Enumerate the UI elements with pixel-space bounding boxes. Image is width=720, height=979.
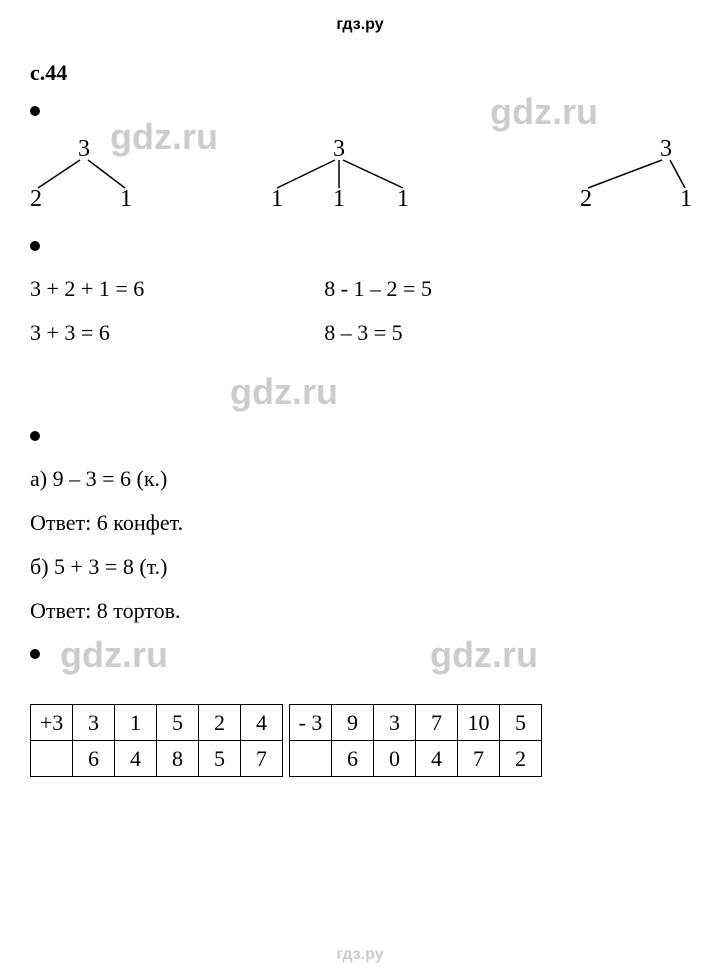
table-row: 6 4 8 5 7	[31, 741, 283, 777]
watermark-text: gdz.ru	[230, 371, 338, 413]
table-cell: 3	[374, 705, 416, 741]
table-cell: 6	[332, 741, 374, 777]
equation: 8 - 1 – 2 = 5	[324, 276, 432, 302]
section-word-problems: а) 9 – 3 = 6 (к.) Ответ: 6 конфет. б) 5 …	[30, 431, 690, 624]
addition-table: +3 3 1 5 2 4 6 4 8 5 7	[30, 704, 283, 777]
equation: 3 + 3 = 6	[30, 320, 144, 346]
tree-leaf: 1	[333, 186, 345, 213]
table-cell: 7	[241, 741, 283, 777]
tree-leaf: 2	[580, 186, 592, 213]
tree-leaf: 2	[30, 186, 42, 213]
table-cell: 4	[416, 741, 458, 777]
table-cell: 5	[199, 741, 241, 777]
table-cell: 7	[416, 705, 458, 741]
tree-leaf: 1	[397, 186, 409, 213]
op-cell	[290, 741, 332, 777]
table-cell: 2	[199, 705, 241, 741]
header-watermark: гдз.ру	[336, 16, 383, 34]
bullet-icon	[30, 649, 40, 659]
tree-branches-icon	[540, 158, 690, 193]
number-tree: 3 1 1 1	[265, 136, 415, 216]
table-row: - 3 9 3 7 10 5	[290, 705, 542, 741]
table-cell: 10	[458, 705, 500, 741]
table-cell: 8	[157, 741, 199, 777]
table-cell: 0	[374, 741, 416, 777]
table-cell: 5	[157, 705, 199, 741]
table-cell: 6	[73, 741, 115, 777]
table-cell: 4	[241, 705, 283, 741]
table-cell: 3	[73, 705, 115, 741]
section-trees: gdz.ru gdz.ru 3 2 1 3 1 1 1 3	[30, 106, 690, 216]
watermark-text: gdz.ru	[430, 634, 538, 676]
equations-row: 3 + 2 + 1 = 6 3 + 3 = 6 8 - 1 – 2 = 5 8 …	[30, 276, 690, 346]
problem-a-answer: Ответ: 6 конфет.	[30, 510, 690, 536]
tree-leaf: 1	[120, 186, 132, 213]
trees-row: gdz.ru gdz.ru 3 2 1 3 1 1 1 3	[30, 136, 690, 216]
number-tree: 3 2 1	[30, 136, 140, 216]
tree-leaf: 1	[271, 186, 283, 213]
tables-row: +3 3 1 5 2 4 6 4 8 5 7 - 3 9 3 7	[30, 704, 690, 777]
table-row: 6 0 4 7 2	[290, 741, 542, 777]
section-equations: 3 + 2 + 1 = 6 3 + 3 = 6 8 - 1 – 2 = 5 8 …	[30, 241, 690, 346]
op-cell: - 3	[290, 705, 332, 741]
problem-b-equation: б) 5 + 3 = 8 (т.)	[30, 554, 690, 580]
table-row: +3 3 1 5 2 4	[31, 705, 283, 741]
bullet-icon	[30, 106, 40, 116]
section-tables: gdz.ru gdz.ru +3 3 1 5 2 4 6 4 8 5 7	[30, 649, 690, 777]
equations-left-col: 3 + 2 + 1 = 6 3 + 3 = 6	[30, 276, 144, 346]
number-tree: 3 2 1	[540, 136, 690, 216]
table-cell: 5	[500, 705, 542, 741]
watermark-text: gdz.ru	[60, 634, 168, 676]
equation: 8 – 3 = 5	[324, 320, 432, 346]
problem-a-equation: а) 9 – 3 = 6 (к.)	[30, 466, 690, 492]
table-cell: 4	[115, 741, 157, 777]
equations-right-col: 8 - 1 – 2 = 5 8 – 3 = 5	[324, 276, 432, 346]
bullet-icon	[30, 241, 40, 251]
table-cell: 9	[332, 705, 374, 741]
subtraction-table: - 3 9 3 7 10 5 6 0 4 7 2	[289, 704, 542, 777]
footer-watermark: гдз.ру	[336, 946, 383, 964]
page-label: с.44	[30, 60, 690, 86]
problem-b-answer: Ответ: 8 тортов.	[30, 598, 690, 624]
table-cell: 2	[500, 741, 542, 777]
op-cell	[31, 741, 73, 777]
bullet-icon	[30, 431, 40, 441]
tree-leaf: 1	[680, 186, 692, 213]
table-cell: 7	[458, 741, 500, 777]
op-cell: +3	[31, 705, 73, 741]
watermark-text: gdz.ru	[490, 91, 598, 133]
table-cell: 1	[115, 705, 157, 741]
equation: 3 + 2 + 1 = 6	[30, 276, 144, 302]
